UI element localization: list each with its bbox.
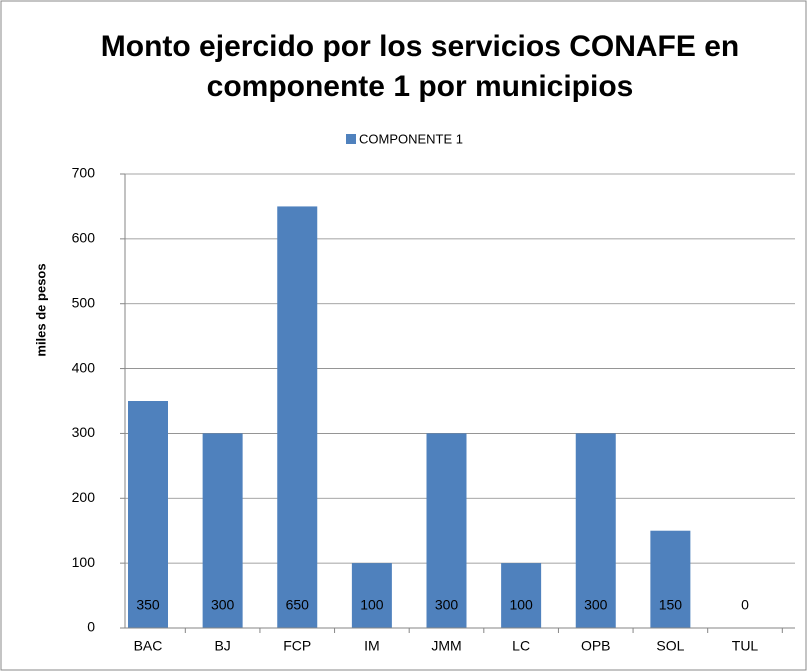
x-tick-label: TUL	[732, 638, 759, 654]
chart-title: Monto ejercido por los servicios CONAFE …	[101, 30, 739, 63]
y-tick-label: 400	[72, 359, 96, 375]
bar	[128, 401, 168, 628]
data-label: 100	[360, 597, 384, 613]
y-tick-label: 100	[72, 554, 96, 570]
data-label: 650	[286, 597, 310, 613]
x-tick-label: FCP	[283, 638, 311, 654]
x-tick-label: JMM	[431, 638, 461, 654]
bar	[277, 206, 318, 628]
bar	[650, 530, 691, 628]
data-label: 0	[741, 597, 749, 613]
bar	[202, 433, 243, 628]
x-tick-label: BAC	[134, 638, 163, 654]
bar	[575, 433, 616, 628]
x-tick-label: IM	[364, 638, 380, 654]
data-label: 300	[211, 597, 235, 613]
legend-swatch	[346, 134, 356, 144]
data-label: 100	[509, 597, 533, 613]
x-tick-label: OPB	[581, 638, 611, 654]
data-label: 150	[659, 597, 683, 613]
y-tick-label: 600	[72, 230, 96, 246]
bar	[351, 563, 392, 628]
y-tick-label: 0	[87, 619, 95, 635]
data-label: 300	[584, 597, 608, 613]
chart-title: componente 1 por municipios	[207, 70, 634, 103]
legend-label: COMPONENTE 1	[359, 131, 463, 146]
y-tick-label: 300	[72, 424, 96, 440]
bar	[426, 433, 467, 628]
x-tick-label: LC	[512, 638, 530, 654]
data-label: 300	[435, 597, 459, 613]
y-tick-label: 700	[72, 165, 96, 181]
bar	[501, 563, 542, 628]
data-label: 350	[136, 597, 160, 613]
y-tick-label: 500	[72, 294, 96, 310]
x-tick-label: SOL	[656, 638, 684, 654]
y-tick-label: 200	[72, 489, 96, 505]
x-tick-label: BJ	[214, 638, 230, 654]
y-axis-label: miles de pesos	[33, 263, 48, 356]
